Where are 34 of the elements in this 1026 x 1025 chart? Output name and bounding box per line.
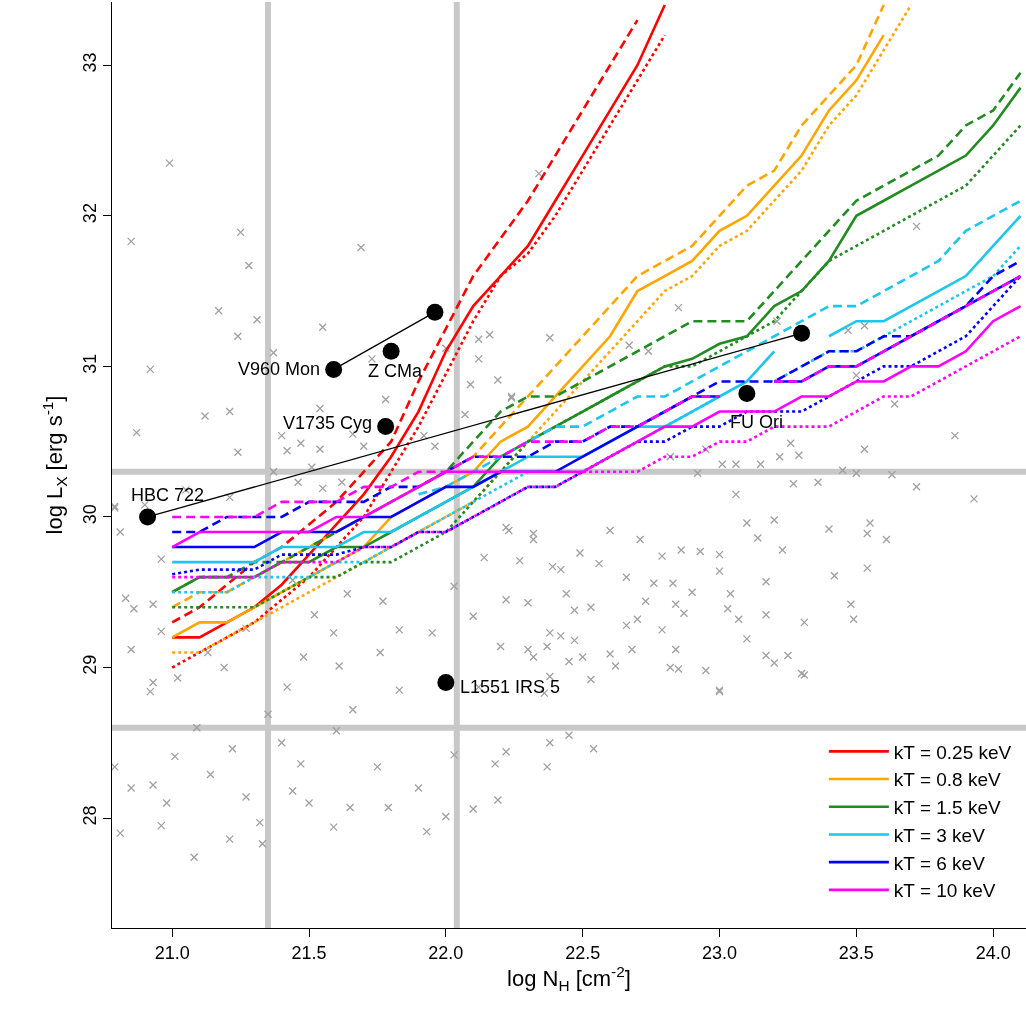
x-tick-label: 23.0: [701, 942, 738, 963]
y-tick-label: 28: [79, 805, 100, 826]
annotation: V960 Mon: [238, 359, 321, 379]
legend-label: kT = 0.25 keV: [893, 741, 1012, 763]
annotation: HBC 722: [131, 485, 205, 505]
annotation: FU Ori: [730, 412, 783, 432]
point: [793, 324, 811, 342]
point: [382, 342, 400, 360]
legend-label: kT = 3 keV: [893, 824, 986, 846]
point: [325, 360, 343, 378]
point: [139, 508, 157, 526]
legend-label: kT = 0.8 keV: [893, 769, 1002, 791]
x-tick-label: 22.0: [428, 942, 464, 963]
y-tick-label: 31: [79, 353, 100, 374]
y-tick-label: 33: [79, 52, 100, 73]
x-axis-title: log N$_{H}$ [cm$^{-2}$]: [507, 962, 631, 994]
legend-label: kT = 10 keV: [893, 880, 996, 902]
y-tick-label: 32: [79, 203, 100, 224]
x-tick-label: 21.5: [291, 942, 327, 963]
y-tick-label: 29: [79, 654, 100, 675]
point: [426, 303, 444, 321]
point: [437, 674, 455, 692]
x-tick-label: 21.0: [154, 942, 190, 963]
legend-label: kT = 1.5 keV: [893, 797, 1002, 819]
annotation: Z CMa: [368, 361, 423, 381]
point: [738, 384, 756, 402]
y-tick-label: 30: [79, 504, 100, 525]
legend-label: kT = 6 keV: [893, 852, 986, 874]
annotation: V1735 Cyg: [283, 413, 373, 433]
x-tick-label: 22.5: [565, 942, 601, 963]
annotation: L1551 IRS 5: [460, 677, 561, 697]
x-tick-label: 24.0: [975, 942, 1011, 963]
point: [377, 418, 395, 436]
x-tick-label: 23.5: [838, 942, 874, 963]
